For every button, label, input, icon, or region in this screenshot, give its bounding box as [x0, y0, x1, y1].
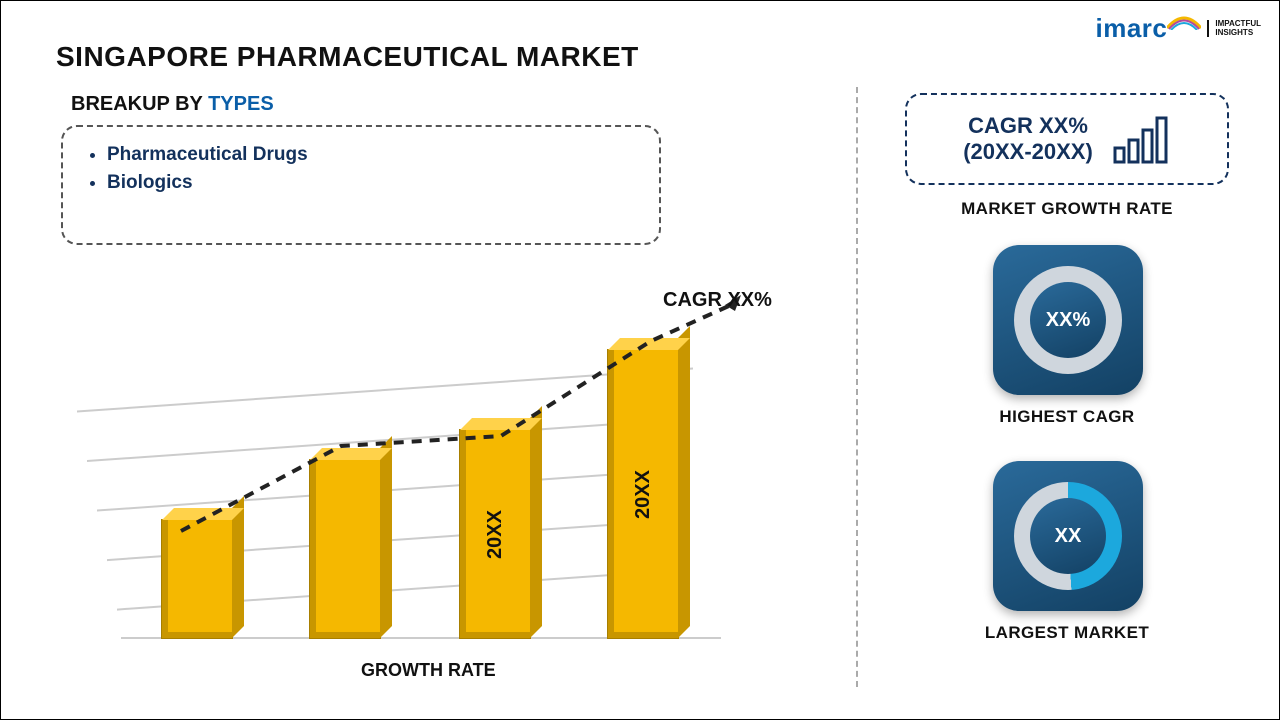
cagr-trend-label: CAGR XX% — [663, 289, 772, 312]
growth-bar-chart: 20XX20XX CAGR XX% GROWTH RATE — [61, 281, 801, 681]
x-axis-label: GROWTH RATE — [361, 660, 496, 681]
vertical-divider — [856, 87, 858, 687]
types-breakup-box: Pharmaceutical DrugsBiologics — [61, 125, 661, 245]
brand-tagline: IMPACTFUL INSIGHTS — [1207, 20, 1261, 37]
largest-market-label: LARGEST MARKET — [905, 623, 1229, 643]
growth-bars-icon — [1111, 112, 1171, 166]
largest-market-donut: XX — [1014, 482, 1122, 590]
types-list: Pharmaceutical DrugsBiologics — [85, 141, 637, 196]
brand-arc-icon — [1167, 14, 1201, 30]
types-list-item: Pharmaceutical Drugs — [107, 141, 637, 169]
cagr-summary-box: CAGR XX% (20XX-20XX) — [905, 93, 1229, 185]
highest-cagr-label: HIGHEST CAGR — [905, 407, 1229, 427]
brand-logo: imarc IMPACTFUL INSIGHTS — [1095, 13, 1261, 44]
largest-market-value: XX — [1055, 525, 1082, 548]
market-growth-rate-label: MARKET GROWTH RATE — [905, 199, 1229, 219]
cagr-summary-text: CAGR XX% (20XX-20XX) — [963, 113, 1093, 166]
highest-cagr-donut: XX% — [1014, 266, 1122, 374]
page-title: SINGAPORE PHARMACEUTICAL MARKET — [56, 41, 639, 73]
trend-line — [61, 281, 801, 681]
highest-cagr-tile: XX% — [993, 245, 1143, 395]
brand-text: imarc — [1095, 13, 1167, 44]
largest-market-tile: XX — [993, 461, 1143, 611]
subtitle: BREAKUP BY TYPES — [71, 93, 274, 116]
highest-cagr-value: XX% — [1046, 309, 1090, 332]
types-list-item: Biologics — [107, 169, 637, 197]
